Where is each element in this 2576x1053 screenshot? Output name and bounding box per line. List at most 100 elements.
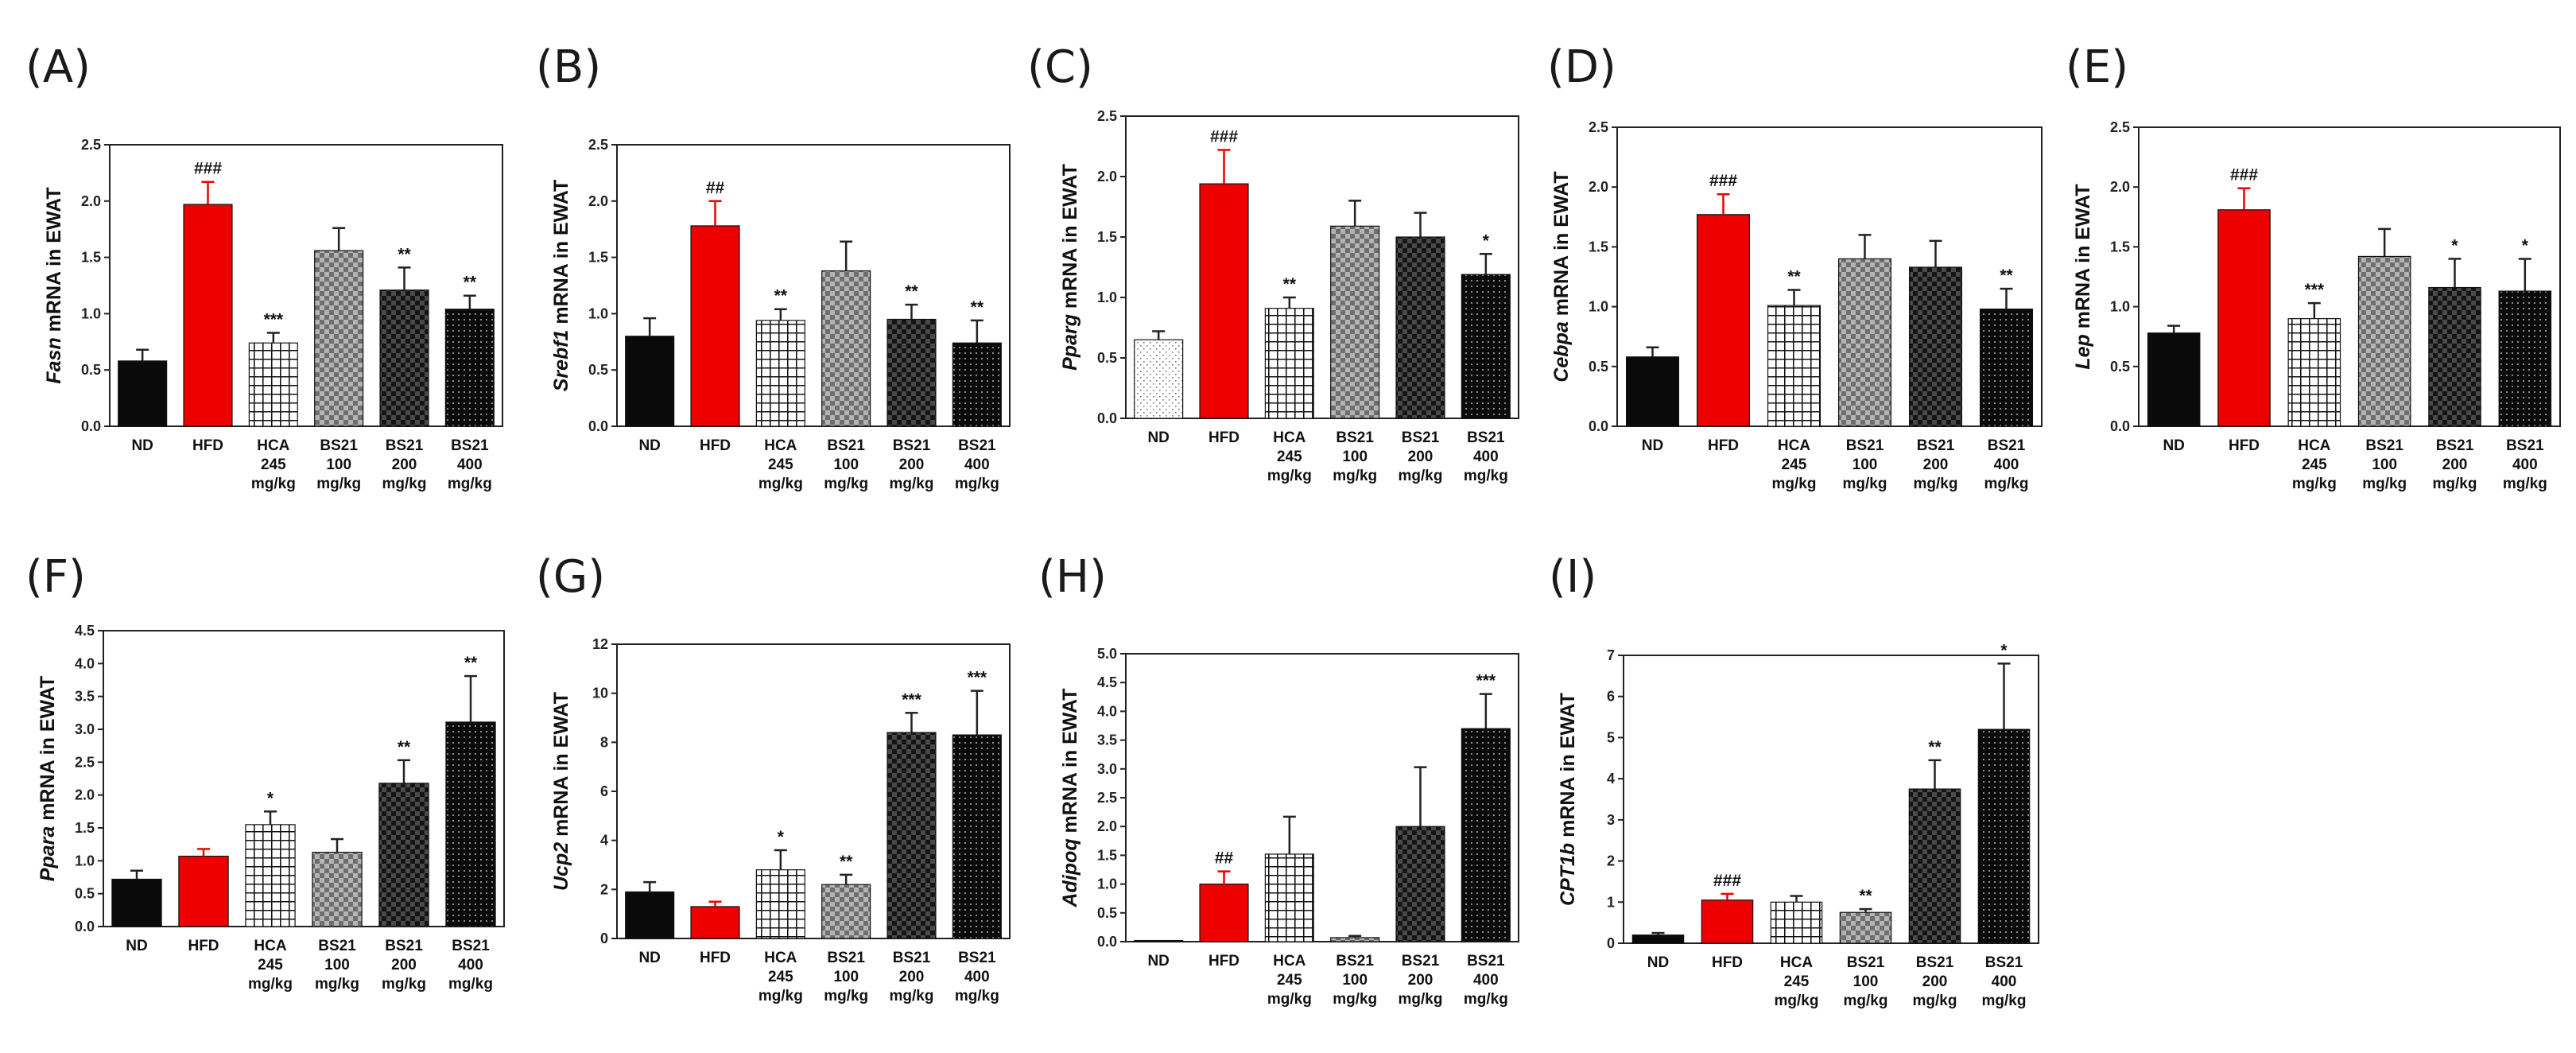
y-tick-label: 2 xyxy=(1607,853,1615,869)
category-label: BS21 xyxy=(451,437,489,454)
category-label: mg/kg xyxy=(1333,991,1377,1008)
y-tick-label: 1.0 xyxy=(1589,299,1608,315)
y-tick-label: 0 xyxy=(600,931,608,946)
category-label: 400 xyxy=(1992,973,2017,990)
significance-mark: ### xyxy=(2230,166,2258,185)
category-label: 100 xyxy=(1852,457,1878,473)
y-tick-label: 1.0 xyxy=(1097,876,1117,892)
gene-name: Lep xyxy=(2072,334,2094,369)
bar xyxy=(1264,308,1314,419)
y-axis-label-suffix: mRNA in EWAT xyxy=(37,676,59,826)
category-label: mg/kg xyxy=(2503,476,2547,492)
y-tick-label: 1.0 xyxy=(2110,299,2130,315)
y-tick-label: 5.0 xyxy=(1097,646,1117,662)
significance-mark: *** xyxy=(1476,672,1496,690)
bar xyxy=(1461,728,1511,942)
y-tick-label: 1.0 xyxy=(81,305,101,321)
panel-label: (I) xyxy=(1549,551,1596,603)
category-label: ND xyxy=(1147,429,1169,446)
y-tick-label: 6 xyxy=(600,783,608,799)
category-label: mg/kg xyxy=(955,476,999,492)
category-label: BS21 xyxy=(2365,437,2403,454)
bar xyxy=(952,342,1002,427)
panel-label: (A) xyxy=(25,41,91,93)
significance-mark: ### xyxy=(1210,128,1238,146)
significance-mark: ** xyxy=(905,282,918,301)
gene-name: Ppara xyxy=(37,826,59,882)
gene-name: Pparg xyxy=(1059,314,1081,371)
category-label: ND xyxy=(131,437,153,454)
significance-mark: ** xyxy=(398,245,411,263)
bar xyxy=(2498,290,2552,427)
bar xyxy=(312,851,363,927)
significance-mark: ** xyxy=(464,654,478,672)
category-label: mg/kg xyxy=(1913,993,1957,1009)
gene-name: Adipoq xyxy=(1059,838,1081,907)
y-tick-label: 0.5 xyxy=(1589,359,1608,375)
plot-frame xyxy=(1125,653,1519,942)
category-label: BS21 xyxy=(386,437,424,454)
category-label: BS21 xyxy=(2506,437,2544,454)
significance-mark: ** xyxy=(1283,275,1297,293)
category-label: HCA xyxy=(257,437,289,454)
y-tick-label: 0 xyxy=(1607,935,1615,951)
bar xyxy=(314,250,364,427)
category-label: BS21 xyxy=(1846,437,1884,454)
bar xyxy=(625,336,675,427)
panel-c: (C) 0.0 0.5 1.0 1.5 2.0 2.5 Pparg mRNA in EWAT N… xyxy=(1027,41,1519,484)
plot-frame xyxy=(1623,655,2039,944)
bar xyxy=(690,225,740,427)
y-tick-label: 2 xyxy=(600,881,608,897)
bar xyxy=(1395,236,1445,419)
category-label: mg/kg xyxy=(448,476,492,492)
significance-mark: *** xyxy=(264,310,284,328)
gene-name: Fasn xyxy=(43,337,65,383)
y-tick-label: 2.0 xyxy=(588,193,608,209)
y-axis-label-suffix: mRNA in EWAT xyxy=(43,187,65,337)
category-label: BS21 xyxy=(1402,953,1440,969)
category-label: HFD xyxy=(1208,953,1240,969)
plot-frame xyxy=(2138,126,2561,427)
category-label: 245 xyxy=(258,957,283,973)
bar xyxy=(1767,305,1821,427)
bar xyxy=(183,204,233,427)
significance-mark: ### xyxy=(1713,872,1741,890)
gene-name: CPT1b xyxy=(1557,843,1579,906)
significance-mark: ** xyxy=(398,738,411,756)
y-axis-label: Pparg mRNA in EWAT xyxy=(1059,164,1081,371)
bar xyxy=(952,734,1002,939)
category-label: 245 xyxy=(2302,457,2327,473)
y-tick-label: 3.0 xyxy=(75,721,95,737)
bar xyxy=(1770,901,1823,944)
y-tick-label: 3.5 xyxy=(1097,732,1117,748)
bar xyxy=(821,270,871,427)
panel-d: (D) 0.0 0.5 1.0 1.5 2.0 2.5 Cebpa mRNA in EWAT N… xyxy=(1547,41,2043,492)
category-label: BS21 xyxy=(1402,429,1440,446)
category-label: ND xyxy=(638,950,660,966)
y-tick-label: 2.5 xyxy=(81,137,101,153)
category-label: mg/kg xyxy=(1844,993,1888,1009)
gene-name: Srebf1 xyxy=(550,330,572,392)
category-label: BS21 xyxy=(893,950,931,966)
category-label: 245 xyxy=(1277,449,1302,465)
y-tick-label: 12 xyxy=(592,636,608,652)
bar xyxy=(1977,729,2031,944)
bar xyxy=(445,721,496,927)
significance-mark: ## xyxy=(706,179,725,197)
category-label: mg/kg xyxy=(1267,468,1312,484)
bar xyxy=(2147,332,2201,427)
category-label: 200 xyxy=(899,969,925,985)
category-label: BS21 xyxy=(1916,954,1954,971)
category-label: mg/kg xyxy=(1772,476,1817,492)
category-label: HFD xyxy=(2229,437,2260,454)
category-label: BS21 xyxy=(1467,953,1505,969)
plot-frame xyxy=(616,643,1011,939)
category-label: 400 xyxy=(964,457,990,473)
y-tick-label: 4.0 xyxy=(75,655,95,671)
y-tick-label: 1.5 xyxy=(1097,847,1117,863)
significance-mark: ** xyxy=(1859,887,1872,905)
category-label: mg/kg xyxy=(1399,468,1443,484)
significance-mark: ** xyxy=(1787,268,1801,286)
category-label: BS21 xyxy=(1336,429,1374,446)
y-tick-label: 10 xyxy=(592,686,608,701)
